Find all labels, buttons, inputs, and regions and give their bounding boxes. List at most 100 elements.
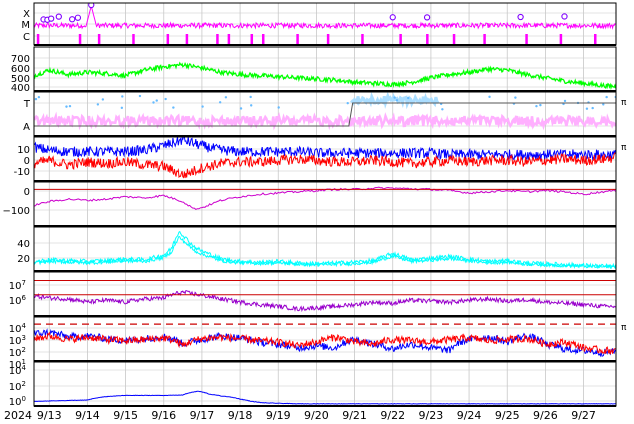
y-tick-label: 104 (9, 322, 27, 335)
sector-point (514, 96, 517, 99)
sector-point (138, 94, 142, 98)
y-tick-label: -10 (14, 167, 30, 178)
y-tick-label: 700 (11, 54, 30, 65)
flare-bar (483, 34, 486, 45)
plot-area-dst (34, 186, 616, 210)
y-tick-label: 100 (9, 395, 26, 408)
y-tick-label: 10 (17, 145, 30, 156)
sector-point (535, 104, 538, 108)
y-tick-label: A (23, 122, 30, 133)
xray-flux-line (34, 4, 616, 30)
sector-point (201, 105, 204, 108)
flare-marker (517, 13, 524, 21)
sector-point (346, 101, 349, 105)
plot-area-speed (34, 61, 616, 91)
x-tick-label: 9/19 (266, 409, 291, 422)
sector-point (250, 104, 253, 107)
sector-point (441, 108, 444, 111)
flare-bar (452, 34, 456, 45)
x-tick-label: 9/13 (37, 409, 62, 422)
flare-bar (97, 34, 101, 45)
sector-point (395, 99, 399, 102)
plot-area-electrons (34, 280, 616, 313)
panel-bg (34, 182, 616, 226)
plot-area-bz (34, 137, 616, 179)
sector-point (563, 99, 567, 103)
y-tick-label: 600 (11, 64, 30, 75)
x-tick-label: 9/17 (190, 409, 215, 422)
flare-bar (250, 34, 254, 45)
flare-bar (296, 34, 299, 45)
panel-bg (34, 362, 616, 406)
y-tick-label: 0 (24, 187, 30, 198)
sector-point (488, 95, 491, 99)
sector-toward-band (350, 92, 440, 110)
flare-marker (48, 15, 55, 22)
sector-point (605, 95, 608, 99)
x-tick-label: 9/26 (533, 409, 558, 422)
sector-away-band (34, 111, 616, 131)
y-tick-label: 103 (9, 334, 26, 347)
y-tick-label: 104 (9, 364, 27, 377)
sector-point (152, 101, 155, 104)
series-line (34, 137, 616, 161)
panel-bg (34, 137, 616, 181)
sector-point (249, 95, 252, 99)
sector-point (101, 98, 105, 101)
flare-marker (55, 13, 62, 20)
x-tick-label: 9/16 (151, 409, 176, 422)
y-tick-label: 0 (24, 156, 30, 167)
series-line (34, 390, 616, 405)
sector-point (407, 96, 410, 100)
y-tick-label: 400 (11, 83, 30, 94)
y-tick-label: 40 (17, 239, 30, 250)
series-line (34, 290, 616, 313)
x-tick-label: 9/14 (75, 409, 100, 422)
flare-bar (185, 34, 189, 45)
panels: XMC700600500400TAπ100-10π0−1004020107106… (3, 2, 627, 408)
sector-point (68, 104, 72, 108)
flare-marker (69, 16, 76, 23)
flare-bar (227, 34, 231, 45)
panel-sector: T Aπ (23, 91, 627, 137)
flare-bar (361, 34, 364, 45)
panel-bz: 100-10 π (14, 136, 627, 182)
sector-point (585, 107, 589, 110)
sector-step-line (34, 102, 616, 127)
y-tick-label: 20 (17, 254, 30, 265)
flare-bar (166, 34, 170, 45)
plot-area-high_energy (34, 390, 616, 405)
panel-high_energy: 104 102 100 (9, 361, 617, 408)
sector-point (602, 103, 605, 106)
flare-bar (132, 34, 135, 45)
side-marker: π (621, 323, 627, 333)
side-marker: π (621, 98, 627, 108)
sector-point (120, 106, 124, 110)
plot-area-sector (34, 92, 616, 131)
x-tick-label: 9/23 (419, 409, 444, 422)
y-tick-label: 102 (9, 346, 26, 359)
y-tick-label: 107 (9, 279, 26, 292)
x-tick-label: 9/22 (380, 409, 405, 422)
flare-marker (88, 3, 95, 9)
y-tick-label: T (23, 99, 31, 110)
x-tick-label: 9/21 (342, 409, 367, 422)
flare-bar (399, 34, 402, 45)
sector-point (239, 107, 243, 110)
sector-point (277, 106, 280, 109)
series-line (34, 152, 616, 179)
x-tick-label: 9/24 (457, 409, 482, 422)
flare-marker (561, 13, 568, 20)
sector-point (37, 95, 41, 99)
flare-marker (389, 14, 396, 21)
flare-marker (74, 14, 82, 21)
side-marker: π (621, 143, 627, 153)
flare-bar (78, 34, 82, 45)
flare-bar (426, 34, 429, 45)
series-line (34, 331, 616, 355)
series-line (34, 61, 616, 91)
panel-bg (34, 47, 616, 91)
